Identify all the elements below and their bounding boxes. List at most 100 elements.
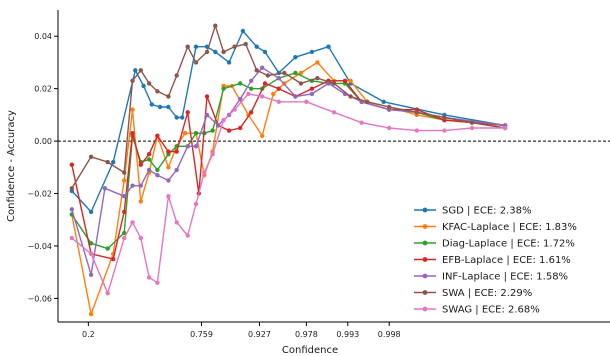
data-point xyxy=(149,102,154,107)
data-point xyxy=(414,128,419,133)
data-point xyxy=(221,86,226,91)
data-point xyxy=(315,76,320,81)
series-line xyxy=(71,80,506,260)
legend-item: INF-Laplace | ECE: 1.58% xyxy=(414,272,568,283)
legend: SGD | ECE: 2.38% KFAC-Laplace | ECE: 1.83… xyxy=(414,206,577,316)
data-point xyxy=(204,49,210,55)
legend-item: SWA | ECE: 2.29% xyxy=(414,288,532,299)
data-point xyxy=(331,110,337,115)
data-point xyxy=(122,178,127,183)
legend-swatch-marker xyxy=(422,306,428,312)
data-point xyxy=(193,60,199,65)
legend-swatch-marker xyxy=(422,290,428,295)
data-point xyxy=(260,65,265,70)
data-point xyxy=(298,70,304,76)
data-point xyxy=(180,115,185,120)
data-point xyxy=(342,78,348,84)
x-axis: 0.2 0.759 0.927 0.978 0.993 0.998 Confidence xyxy=(58,321,610,356)
data-point xyxy=(105,291,110,296)
data-point xyxy=(88,241,94,246)
data-point xyxy=(155,89,160,94)
data-point xyxy=(185,144,190,149)
legend-label: EFB-Laplace | ECE: 1.61% xyxy=(442,255,571,266)
data-point xyxy=(442,128,447,133)
data-point xyxy=(260,94,265,99)
data-point xyxy=(204,94,210,99)
data-point xyxy=(88,209,94,215)
data-point xyxy=(69,162,75,167)
data-point xyxy=(166,94,171,99)
data-point xyxy=(146,81,152,86)
data-point xyxy=(105,159,110,165)
data-point xyxy=(69,235,75,241)
data-point xyxy=(226,60,232,65)
legend-swatch-marker xyxy=(422,207,428,213)
legend-swatch-marker xyxy=(422,273,428,279)
data-point xyxy=(238,81,243,86)
y-tick-label: 0.02 xyxy=(34,85,52,94)
legend-item: Diag-Laplace | ECE: 1.72% xyxy=(414,239,575,250)
data-point xyxy=(240,28,246,34)
data-point xyxy=(69,186,75,191)
data-point xyxy=(249,110,254,115)
data-point xyxy=(309,91,315,97)
data-point xyxy=(88,154,94,159)
data-point xyxy=(138,162,143,167)
data-point xyxy=(111,159,116,165)
data-point xyxy=(232,44,237,49)
data-point xyxy=(243,41,248,47)
data-point xyxy=(204,112,210,118)
legend-swatch-marker xyxy=(422,257,428,262)
data-point xyxy=(138,199,143,204)
data-point xyxy=(210,152,215,157)
data-point xyxy=(276,76,281,81)
data-point xyxy=(174,115,179,120)
data-point xyxy=(326,44,331,49)
data-point xyxy=(276,86,281,91)
data-point xyxy=(260,133,265,138)
data-point xyxy=(331,81,337,86)
data-point xyxy=(210,128,215,133)
series-1 xyxy=(69,28,508,215)
data-point xyxy=(69,207,75,212)
data-point xyxy=(185,110,190,115)
data-point xyxy=(221,117,226,123)
y-axis-title: Confidence - Accuracy xyxy=(6,110,17,222)
data-point xyxy=(202,170,207,175)
data-point xyxy=(166,178,171,183)
data-point xyxy=(174,149,179,154)
data-point xyxy=(381,99,386,105)
data-point xyxy=(166,104,171,110)
data-point xyxy=(249,86,254,91)
series-6 xyxy=(69,23,508,191)
data-point xyxy=(138,183,143,188)
data-point xyxy=(304,99,309,105)
data-point xyxy=(88,272,94,277)
legend-item: EFB-Laplace | ECE: 1.61% xyxy=(414,255,571,266)
data-point xyxy=(442,115,447,120)
data-point xyxy=(166,165,171,170)
data-point xyxy=(130,220,135,225)
data-point xyxy=(130,107,135,112)
x-tick-label: 0.759 xyxy=(190,330,213,339)
data-point xyxy=(155,280,160,285)
data-point xyxy=(213,49,218,55)
y-ticks: −0.06 −0.04 −0.02 0.00 0.02 0.04 xyxy=(27,32,58,303)
data-point xyxy=(315,60,320,65)
data-point xyxy=(221,49,226,55)
data-point xyxy=(130,78,135,84)
series-layer xyxy=(69,23,508,317)
data-point xyxy=(130,183,135,188)
data-point xyxy=(146,157,152,162)
data-point xyxy=(138,68,143,73)
data-point xyxy=(155,167,160,173)
data-point xyxy=(246,91,251,97)
y-tick-label: −0.04 xyxy=(27,242,52,251)
legend-swatch-marker xyxy=(422,224,428,229)
data-point xyxy=(130,131,135,136)
data-point xyxy=(174,220,179,225)
y-tick-label: −0.06 xyxy=(27,294,52,303)
data-point xyxy=(157,104,163,110)
data-point xyxy=(193,131,199,136)
